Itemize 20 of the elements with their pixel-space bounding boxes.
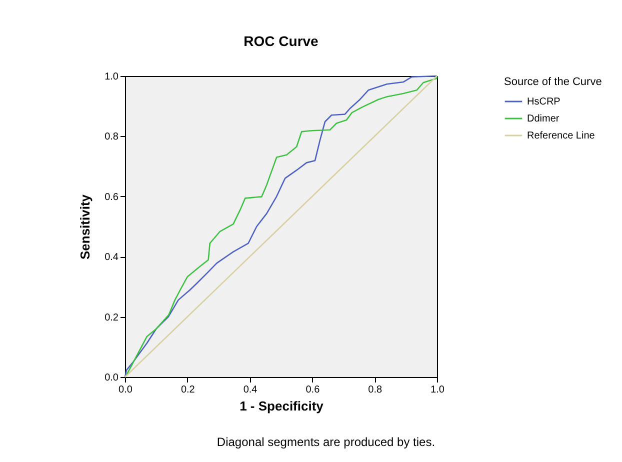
x-axis-title: 1 - Specificity xyxy=(240,398,324,414)
x-tick-label: 1.0 xyxy=(430,384,445,396)
x-tick-label: 0.8 xyxy=(368,384,382,396)
x-tick-label: 0.0 xyxy=(118,384,133,396)
x-tick-label: 0.4 xyxy=(243,384,258,396)
y-tick-label: 0.4 xyxy=(104,252,119,264)
y-tick-label: 0.2 xyxy=(104,312,119,324)
y-tick-label: 0.6 xyxy=(104,192,119,203)
y-tick-label: 0.0 xyxy=(104,372,119,384)
y-tick-label: 0.8 xyxy=(104,132,119,143)
text: Diagonal segments are produced by ties. xyxy=(216,435,436,449)
x-tick-label: 0.2 xyxy=(180,384,196,396)
legend-title: Source of the Curve xyxy=(504,76,602,88)
legend-label: HsCRP xyxy=(527,96,561,108)
legend-label: Reference Line xyxy=(527,130,596,142)
legend-label: Ddimer xyxy=(527,114,560,124)
chart-title: ROC Curve xyxy=(244,33,319,49)
y-tick-label: 1.0 xyxy=(104,72,119,82)
x-tick-label: 0.6 xyxy=(306,384,320,396)
y-axis-title: Sensitivity xyxy=(78,194,93,260)
